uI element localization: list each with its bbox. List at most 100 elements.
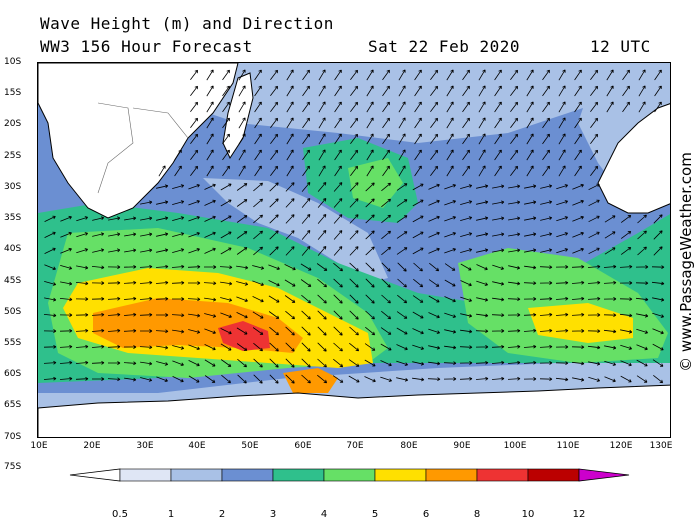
wave-direction-arrow <box>124 216 137 221</box>
wave-direction-arrow <box>204 215 216 222</box>
wave-direction-arrow <box>301 214 311 224</box>
wave-direction-arrow <box>556 184 569 190</box>
wave-direction-arrow <box>574 85 582 97</box>
wave-direction-arrow <box>301 294 311 304</box>
wave-direction-arrow <box>364 343 376 351</box>
wave-direction-arrow <box>139 264 153 269</box>
wave-direction-arrow <box>236 296 248 302</box>
wave-direction-arrow <box>190 165 198 177</box>
wave-direction-arrow <box>204 231 216 238</box>
wave-direction-arrow <box>75 328 89 333</box>
lon-label: 60E <box>294 441 312 451</box>
wave-direction-arrow <box>412 377 425 382</box>
wave-direction-arrow <box>253 198 263 208</box>
wave-direction-arrow <box>302 117 310 129</box>
wave-direction-arrow <box>636 313 649 318</box>
wave-direction-arrow <box>349 182 359 192</box>
wave-direction-arrow <box>268 264 280 270</box>
wave-direction-arrow <box>443 361 457 366</box>
wave-direction-arrow <box>172 329 185 334</box>
wave-direction-arrow <box>91 296 105 301</box>
wave-direction-arrow <box>107 377 121 382</box>
wave-direction-arrow <box>318 165 326 177</box>
wave-direction-arrow <box>237 374 247 384</box>
wave-direction-arrow <box>381 310 392 320</box>
wave-direction-arrow <box>286 133 294 145</box>
wave-direction-arrow <box>269 374 279 384</box>
wave-direction-arrow <box>428 215 440 222</box>
wave-direction-arrow <box>301 230 311 240</box>
wave-direction-arrow <box>206 165 214 177</box>
wave-direction-arrow <box>524 232 537 237</box>
wave-direction-arrow <box>542 69 550 81</box>
wave-direction-arrow <box>606 101 614 113</box>
wave-direction-arrow <box>284 264 296 271</box>
wave-direction-arrow <box>381 230 391 240</box>
wave-direction-arrow <box>381 246 391 256</box>
lon-label: 10E <box>30 441 48 451</box>
wave-direction-arrow <box>555 296 569 301</box>
wave-direction-arrow <box>75 344 89 349</box>
wave-direction-arrow <box>43 313 57 318</box>
wave-direction-arrow <box>572 231 584 238</box>
wave-direction-arrow <box>252 265 265 270</box>
wave-direction-arrow <box>539 281 553 285</box>
wave-direction-arrow <box>638 69 646 81</box>
wave-direction-arrow <box>555 345 569 349</box>
wave-direction-arrow <box>236 199 248 207</box>
wave-direction-arrow <box>588 183 600 191</box>
wave-direction-arrow <box>43 329 57 333</box>
wave-direction-arrow <box>270 85 278 97</box>
wave-direction-arrow <box>156 376 168 382</box>
wave-direction-arrow <box>187 264 201 269</box>
wave-direction-arrow <box>285 198 295 208</box>
wave-direction-arrow <box>603 329 617 334</box>
wave-direction-arrow <box>238 149 246 161</box>
wave-direction-arrow <box>172 184 185 189</box>
wave-direction-arrow <box>317 230 327 240</box>
wave-direction-arrow <box>220 199 232 207</box>
wave-direction-arrow <box>333 198 343 208</box>
wave-direction-arrow <box>462 117 470 129</box>
wave-direction-arrow <box>542 117 550 129</box>
wave-direction-arrow <box>76 265 89 270</box>
wave-direction-arrow <box>188 248 200 254</box>
wave-direction-arrow <box>478 149 486 161</box>
wave-direction-arrow <box>508 281 521 286</box>
wave-direction-arrow <box>478 85 486 97</box>
wave-direction-arrow <box>590 101 598 113</box>
wave-direction-arrow <box>334 69 342 81</box>
wave-direction-arrow <box>539 312 553 317</box>
wave-direction-arrow <box>238 133 246 145</box>
wave-direction-arrow <box>414 165 422 177</box>
wave-direction-arrow <box>475 345 489 349</box>
wave-direction-arrow <box>524 248 537 253</box>
wave-direction-arrow <box>396 311 408 319</box>
wave-direction-arrow <box>651 281 665 286</box>
wave-direction-arrow <box>350 149 358 161</box>
wave-direction-arrow <box>91 265 105 270</box>
wave-direction-arrow <box>108 216 121 221</box>
wave-direction-arrow <box>254 117 262 129</box>
wave-direction-arrow <box>269 358 279 368</box>
wave-direction-arrow <box>172 216 185 221</box>
wave-direction-arrow <box>539 296 553 301</box>
wave-direction-arrow <box>539 344 553 349</box>
colorbar-label: 0.5 <box>112 509 128 520</box>
wave-direction-arrow <box>588 199 600 207</box>
wave-direction-arrow <box>236 215 248 223</box>
wave-direction-arrow <box>366 101 374 113</box>
wave-direction-arrow <box>492 232 505 237</box>
wave-direction-arrow <box>539 328 553 333</box>
wave-direction-arrow <box>364 359 376 367</box>
wave-direction-arrow <box>539 265 553 270</box>
wave-direction-arrow <box>430 85 438 97</box>
wave-direction-arrow <box>188 329 201 334</box>
wave-direction-arrow <box>382 69 390 81</box>
wave-direction-arrow <box>430 133 438 145</box>
wave-direction-arrow <box>478 133 486 145</box>
wave-direction-arrow <box>43 344 57 349</box>
wave-direction-arrow <box>155 264 169 269</box>
wave-direction-arrow <box>349 326 359 336</box>
wave-direction-arrow <box>123 264 137 269</box>
